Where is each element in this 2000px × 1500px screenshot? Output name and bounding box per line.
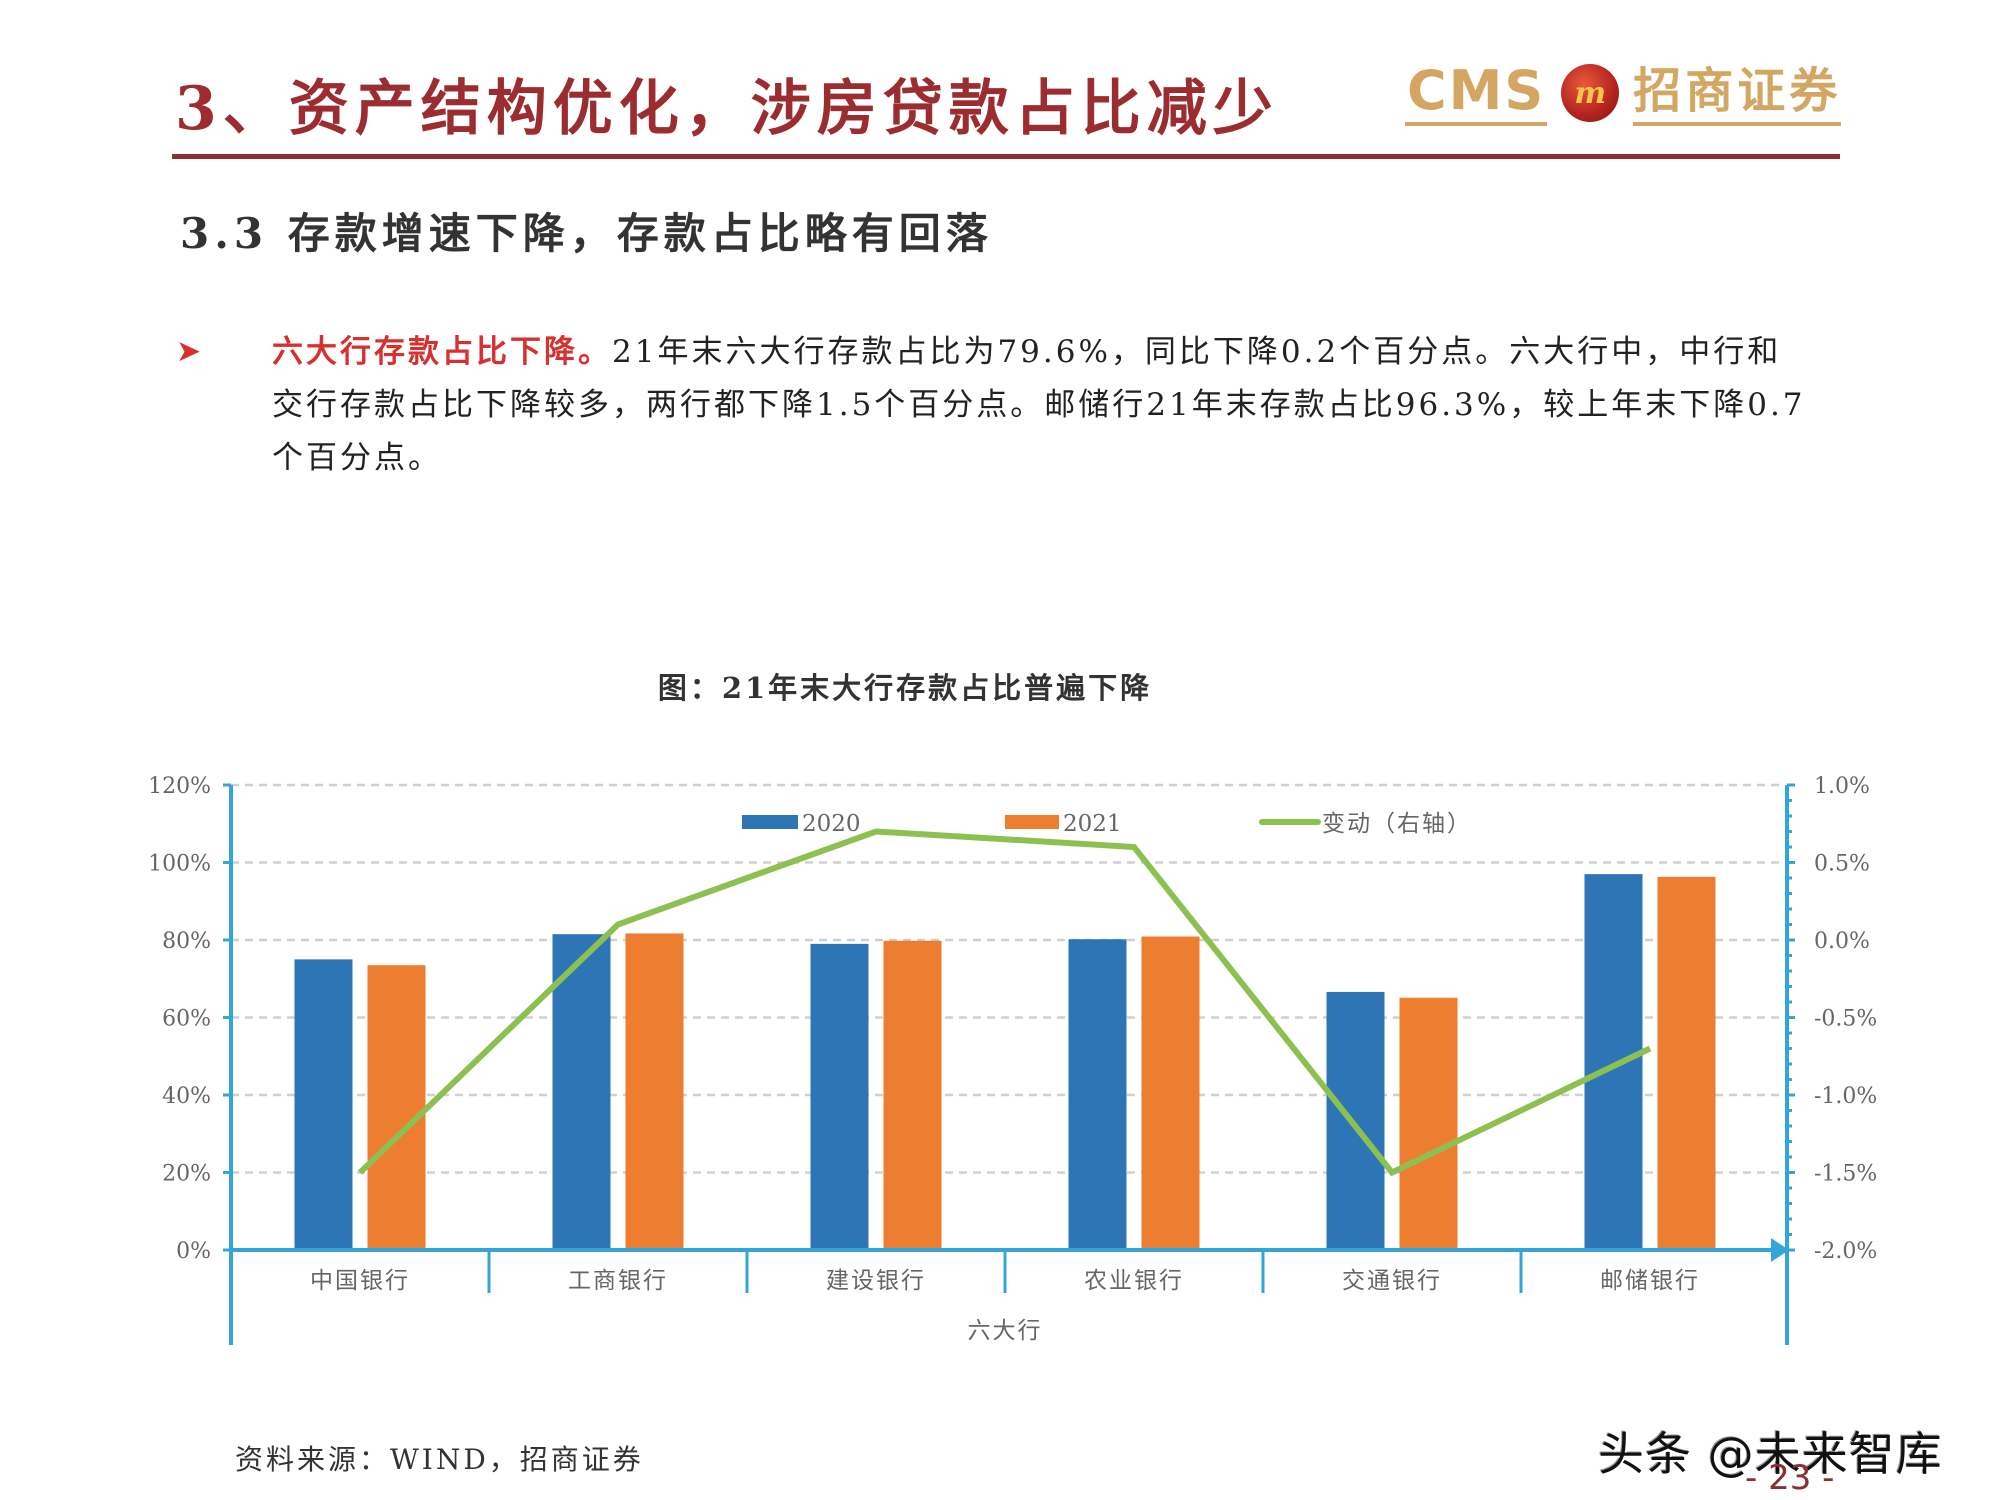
bar-2021 bbox=[1657, 876, 1716, 1250]
category-label: 交通银行 bbox=[1342, 1268, 1442, 1294]
right-axis-label: -1.0% bbox=[1814, 1084, 1877, 1109]
left-axis-label: 120% bbox=[148, 774, 211, 799]
legend-label-2021: 2021 bbox=[1063, 811, 1122, 837]
legend-swatch-2021 bbox=[1005, 815, 1059, 829]
bar-2020 bbox=[1068, 939, 1127, 1250]
bullet-arrow-icon: ➤ bbox=[176, 334, 202, 369]
legend-swatch-2020 bbox=[742, 815, 798, 829]
bar-2020 bbox=[552, 934, 611, 1250]
source-note: 资料来源：WIND，招商证券 bbox=[235, 1443, 644, 1476]
chart-title: 图：21年末大行存款占比普遍下降 bbox=[657, 671, 1153, 705]
x-axis-title: 六大行 bbox=[968, 1318, 1043, 1344]
left-axis-label: 40% bbox=[162, 1084, 211, 1109]
page-title: 3、资产结构优化，涉房贷款占比减少 bbox=[175, 74, 1279, 144]
bar-2021 bbox=[1141, 936, 1200, 1250]
bullet-highlight: 六大行存款占比下降。 bbox=[272, 334, 612, 370]
left-axis-label: 100% bbox=[148, 852, 211, 877]
right-axis-label: -2.0% bbox=[1814, 1239, 1877, 1264]
logo-chinese: 招商证券 bbox=[1633, 60, 1842, 126]
bullet-body: 21年末六大行存款占比为79.6%，同比下降0.2个百分点。六大行中，中行和交行… bbox=[272, 334, 1806, 476]
left-axis-label: 0% bbox=[176, 1239, 211, 1264]
left-axis-label: 60% bbox=[162, 1007, 211, 1032]
chart-legend: 2020 2021 变动（右轴） bbox=[742, 811, 1472, 837]
x-axis-arrow-icon bbox=[1771, 1238, 1789, 1262]
bar-2021 bbox=[1399, 997, 1458, 1250]
logo-mark-icon: m bbox=[1561, 64, 1620, 122]
change-polyline bbox=[357, 828, 1652, 1177]
legend-label-2020: 2020 bbox=[802, 811, 861, 837]
category-label: 中国银行 bbox=[310, 1268, 410, 1294]
left-axis-label: 80% bbox=[162, 929, 211, 954]
page-number: - 23 - bbox=[1745, 1458, 1835, 1498]
right-axis-label: -0.5% bbox=[1814, 1007, 1877, 1032]
section-heading: 3.3 存款增速下降，存款占比略有回落 bbox=[180, 209, 993, 258]
watermark: 头条 @未来智库 bbox=[1598, 1427, 1943, 1481]
bars bbox=[294, 874, 1716, 1250]
bar-2021 bbox=[367, 965, 426, 1250]
right-axis-label: 0.0% bbox=[1814, 929, 1870, 954]
category-label: 工商银行 bbox=[568, 1268, 668, 1294]
right-axis-labels: -2.0% -1.5% -1.0% -0.5% 0.0% 0.5% 1.0% bbox=[1814, 774, 1877, 1264]
header-divider bbox=[172, 154, 1840, 159]
bar-2020 bbox=[1584, 874, 1643, 1250]
cms-logo: CMS m 招商证券 bbox=[1405, 58, 1842, 128]
category-label: 邮储银行 bbox=[1600, 1268, 1700, 1294]
logo-latin: CMS bbox=[1405, 60, 1548, 126]
bar-2020 bbox=[810, 943, 869, 1250]
change-line bbox=[357, 828, 1652, 1177]
right-axis-label: 0.5% bbox=[1814, 852, 1870, 877]
axes bbox=[223, 783, 1795, 1345]
bar-2021 bbox=[883, 940, 942, 1250]
bar-2020 bbox=[294, 959, 353, 1250]
right-axis-label: -1.5% bbox=[1814, 1162, 1877, 1187]
left-axis-labels: 0% 20% 40% 60% 80% 100% 120% bbox=[148, 774, 211, 1264]
bullet-paragraph: 六大行存款占比下降。21年末六大行存款占比为79.6%，同比下降0.2个百分点。… bbox=[272, 326, 1812, 485]
category-label: 农业银行 bbox=[1084, 1268, 1184, 1294]
left-axis-label: 20% bbox=[162, 1162, 211, 1187]
right-axis-label: 1.0% bbox=[1814, 774, 1870, 799]
bar-2020 bbox=[1326, 991, 1385, 1250]
gridlines bbox=[231, 783, 1779, 1174]
bar-2021 bbox=[625, 933, 684, 1250]
legend-label-change: 变动（右轴） bbox=[1322, 811, 1472, 837]
category-label: 建设银行 bbox=[826, 1268, 926, 1294]
